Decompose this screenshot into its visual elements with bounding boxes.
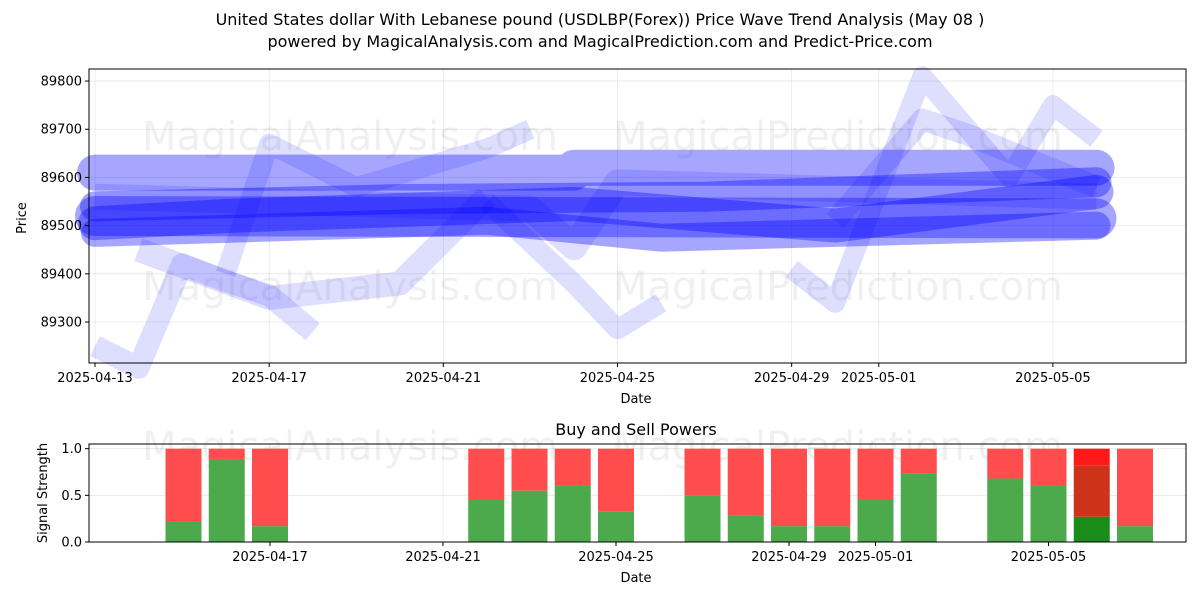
- buy-power-bar: [1030, 485, 1067, 542]
- signal-x-axis-label: Date: [620, 571, 651, 586]
- watermark-prediction-mid: MagicalPrediction.com: [613, 264, 1063, 310]
- watermark-prediction-top: MagicalPrediction.com: [613, 114, 1063, 160]
- price-wave-line: [77, 149, 1115, 191]
- price-wave-line: [90, 253, 320, 379]
- buy-power-bar: [208, 458, 245, 542]
- signal-y-tick-label: 0.5: [61, 489, 82, 504]
- sell-power-bar: [814, 448, 851, 527]
- price-y-tick-label: 89400: [41, 267, 82, 282]
- sell-power-bar: [1073, 465, 1110, 517]
- price-x-tick-label: 2025-05-05: [1015, 371, 1091, 386]
- price-x-tick-label: 2025-04-17: [231, 371, 307, 386]
- price-y-tick-label: 89800: [41, 75, 82, 90]
- chart-title-block: United States dollar With Lebanese pound…: [0, 0, 1200, 53]
- watermark-analysis-top: MagicalAnalysis.com: [142, 114, 558, 160]
- sell-power-bar: [554, 448, 591, 486]
- price-x-tick-label: 2025-04-25: [580, 371, 656, 386]
- buy-power-bar: [857, 500, 894, 542]
- buy-power-bar: [771, 526, 807, 542]
- price-plot-frame: [88, 68, 1187, 364]
- price-wave-line: [81, 206, 1111, 252]
- price-wave-line: [78, 174, 1114, 243]
- price-grid: [89, 69, 1186, 363]
- sell-power-bar: [987, 448, 1024, 479]
- sell-power-bar: [771, 448, 807, 527]
- buy-power-bar: [165, 521, 202, 542]
- buy-power-bar: [1117, 526, 1153, 542]
- price-panel: MagicalAnalysis.com MagicalPrediction.co…: [15, 66, 1187, 407]
- buy-power-bar: [684, 495, 721, 542]
- price-wave-line: [134, 188, 496, 310]
- signal-plot-frame: [88, 443, 1187, 543]
- sell-power-bar: [468, 448, 505, 500]
- chart-subtitle: powered by MagicalAnalysis.com and Magic…: [267, 32, 933, 51]
- price-y-axis-label: Price: [15, 202, 30, 234]
- signal-bars: [165, 448, 1153, 542]
- signal-y-ticks: 0.0 0.5 1.0: [61, 442, 89, 551]
- price-wave-line: [75, 196, 1117, 239]
- signal-x-tick-label: 2025-04-25: [578, 550, 654, 565]
- signal-x-ticks: 2025-04-17 2025-04-21 2025-04-25 2025-04-29…: [232, 542, 1086, 565]
- buy-power-bar: [252, 526, 288, 542]
- price-x-tick-label: 2025-04-13: [57, 371, 133, 386]
- buy-power-bar: [554, 485, 591, 542]
- price-y-tick-label: 89600: [41, 171, 82, 186]
- price-x-tick-label: 2025-04-21: [406, 371, 482, 386]
- sell-power-bar: [598, 448, 634, 512]
- sell-power-bar: [857, 448, 894, 500]
- price-x-ticks: 2025-04-13 2025-04-17 2025-04-21 2025-04-25…: [57, 363, 1091, 386]
- watermark-analysis-mid: MagicalAnalysis.com: [142, 264, 558, 310]
- price-wave-line: [216, 120, 535, 277]
- price-y-tick-label: 89500: [41, 219, 82, 234]
- price-plot-area: [89, 69, 1186, 363]
- buy-power-bar: [468, 500, 505, 542]
- price-waves: [75, 66, 1117, 379]
- sell-power-bar: [511, 448, 548, 491]
- price-wave-line: [480, 194, 667, 340]
- price-x-axis-label: Date: [620, 392, 651, 407]
- price-y-tick-label: 89300: [41, 316, 82, 331]
- buy-power-bar: [987, 478, 1024, 542]
- signal-y-axis-label: Signal Strength: [36, 443, 51, 543]
- price-wave-line: [826, 108, 1101, 228]
- sell-power-bar: [900, 448, 937, 474]
- signal-x-tick-label: 2025-05-05: [1011, 550, 1087, 565]
- sell-power-bar-top: [1073, 448, 1110, 466]
- signal-x-tick-label: 2025-04-17: [232, 550, 308, 565]
- sell-power-bar: [165, 448, 202, 522]
- sell-power-bar: [252, 448, 288, 527]
- buy-power-bar: [727, 515, 764, 542]
- signal-x-tick-label: 2025-05-01: [838, 550, 914, 565]
- signal-panel: Buy and Sell Powers MagicalAnalysis.com …: [36, 420, 1187, 586]
- chart-title: United States dollar With Lebanese pound…: [215, 10, 985, 29]
- sell-power-bar: [727, 448, 764, 516]
- buy-power-bar: [814, 526, 851, 542]
- signal-y-tick-label: 1.0: [61, 442, 82, 457]
- price-x-tick-label: 2025-05-01: [841, 371, 917, 386]
- sell-power-bar: [208, 448, 245, 459]
- price-y-ticks: 89300 89400 89500 89600 89700 89800: [41, 75, 89, 331]
- buy-power-bar: [511, 490, 548, 542]
- signal-x-tick-label: 2025-04-21: [405, 550, 481, 565]
- sell-power-bar: [1030, 448, 1067, 486]
- price-y-tick-label: 89700: [41, 123, 82, 138]
- price-wave-line: [94, 169, 1097, 261]
- signal-y-tick-label: 0.0: [61, 536, 82, 551]
- signal-chart-title: Buy and Sell Powers: [555, 420, 717, 439]
- buy-power-bar: [900, 473, 937, 542]
- signal-x-tick-label: 2025-04-29: [751, 550, 827, 565]
- price-wave-line: [785, 66, 1103, 313]
- price-x-tick-label: 2025-04-29: [754, 371, 830, 386]
- buy-power-bar: [598, 511, 634, 542]
- buy-power-bar: [1073, 516, 1110, 542]
- sell-power-bar: [1117, 448, 1153, 527]
- sell-power-bar: [684, 448, 721, 496]
- price-wave-line: [80, 167, 1112, 222]
